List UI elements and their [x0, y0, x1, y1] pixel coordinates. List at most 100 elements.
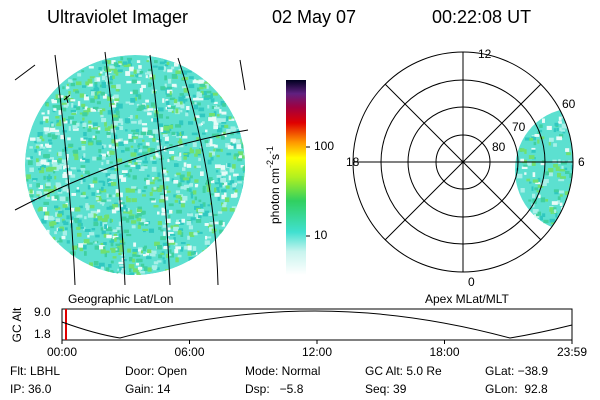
speckle	[100, 227, 104, 231]
speckle	[107, 96, 111, 101]
speckle	[38, 206, 43, 211]
speckle	[61, 102, 67, 106]
speckle	[87, 83, 93, 87]
speckle	[66, 101, 69, 107]
speckle	[536, 190, 539, 193]
speckle	[139, 88, 143, 93]
speckle	[204, 210, 210, 213]
speckle	[130, 91, 135, 94]
speckle	[60, 134, 64, 140]
speckle	[144, 245, 147, 249]
speckle	[532, 172, 536, 178]
speckle	[588, 177, 593, 181]
speckle	[564, 167, 568, 171]
speckle	[125, 71, 131, 76]
speckle	[80, 137, 87, 141]
speckle	[95, 197, 99, 201]
speckle	[138, 149, 143, 153]
speckle	[163, 231, 166, 236]
speckle	[152, 65, 158, 68]
speckle	[127, 58, 131, 64]
speckle	[575, 218, 580, 221]
speckle	[589, 180, 593, 184]
speckle	[124, 164, 130, 168]
speckle	[62, 196, 69, 202]
speckle	[105, 72, 108, 77]
speckle	[575, 134, 578, 138]
speckle	[205, 81, 212, 86]
speckle	[101, 218, 108, 222]
speckle	[128, 134, 132, 139]
speckle	[62, 173, 68, 178]
speckle	[596, 172, 600, 175]
speckle	[99, 201, 105, 205]
speckle	[32, 178, 38, 181]
speckle	[555, 166, 560, 171]
label-part: s	[268, 154, 282, 160]
speckle	[114, 99, 119, 105]
speckle	[33, 197, 39, 200]
speckle	[69, 167, 72, 171]
speckle	[79, 226, 85, 229]
speckle	[546, 125, 552, 130]
speckle	[545, 171, 550, 176]
speckle	[118, 141, 125, 146]
speckle	[96, 198, 102, 202]
speckle	[221, 171, 226, 176]
speckle	[120, 204, 126, 207]
speckle	[132, 258, 136, 263]
speckle	[582, 122, 588, 124]
speckle	[142, 194, 146, 197]
speckle	[202, 121, 205, 124]
speckle	[63, 221, 69, 226]
speckle	[243, 183, 245, 187]
speckle	[77, 219, 82, 223]
speckle	[196, 165, 201, 168]
speckle	[76, 106, 81, 110]
speckle	[184, 245, 188, 250]
speckle	[216, 118, 222, 123]
speckle	[140, 263, 145, 268]
speckle	[198, 209, 204, 213]
speckle	[121, 257, 125, 262]
speckle	[587, 188, 590, 190]
speckle	[565, 114, 569, 120]
speckle	[150, 198, 156, 201]
speckle	[190, 251, 195, 256]
speckle	[182, 77, 189, 80]
speckle	[127, 174, 131, 178]
speckle	[194, 256, 199, 259]
speckle	[159, 185, 165, 189]
speckle	[59, 226, 64, 229]
speckle	[204, 140, 209, 144]
speckle	[111, 182, 117, 186]
speckle	[216, 187, 220, 191]
speckle	[162, 98, 165, 103]
speckle	[110, 104, 116, 108]
speckle	[30, 156, 33, 159]
speckle	[566, 152, 571, 156]
speckle	[61, 235, 66, 240]
speckle	[187, 245, 192, 251]
speckle	[216, 175, 222, 178]
speckle	[166, 89, 173, 94]
speckle	[559, 202, 563, 206]
speckle	[93, 266, 100, 270]
speckle	[80, 121, 85, 124]
speckle	[76, 226, 81, 230]
speckle	[553, 164, 559, 168]
speckle	[204, 83, 209, 87]
speckle	[107, 175, 113, 179]
x-tick-label: 23:59	[557, 345, 587, 359]
speckle	[123, 204, 127, 210]
speckle	[167, 105, 171, 108]
speckle	[542, 213, 546, 218]
speckle	[138, 105, 144, 110]
speckle	[83, 239, 90, 244]
speckle	[548, 168, 554, 173]
speckle	[229, 208, 235, 212]
speckle	[146, 71, 152, 75]
speckle	[162, 242, 169, 246]
speckle	[84, 229, 91, 232]
footer: Flt: LBHL Door: Open Mode: Normal GC Alt: 5…	[10, 364, 548, 396]
